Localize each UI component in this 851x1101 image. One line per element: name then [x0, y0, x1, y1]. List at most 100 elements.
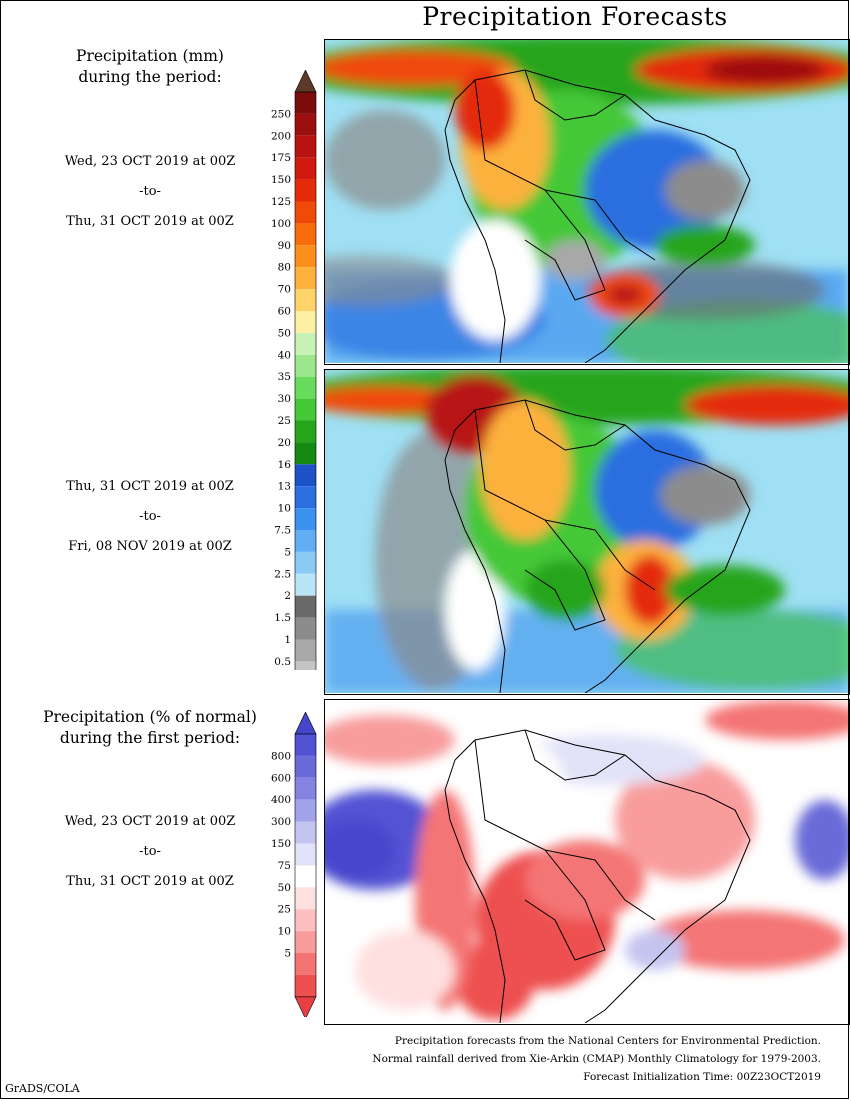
colorbar-mm-tick-label: 40 — [278, 349, 291, 361]
colorbar-mm-swatch — [295, 508, 316, 530]
colorbar-mm-swatch — [295, 442, 316, 465]
colorbar-mm-swatch — [295, 398, 316, 421]
legend-pct-heading-line1: Precipitation (% of normal) — [43, 708, 257, 726]
colorbar-pct-swatch — [295, 974, 316, 997]
footer-line-1: Precipitation forecasts from the Nationa… — [394, 1035, 821, 1047]
legend-mm-heading-line2: during the period: — [78, 68, 222, 86]
colorbar-mm-tick-label: 30 — [278, 393, 291, 405]
colorbar-mm-tick-label: 70 — [278, 284, 291, 296]
colorbar-mm-tick-label: 35 — [278, 371, 291, 383]
colorbar-mm-tick-label: 175 — [271, 152, 291, 164]
colorbar-pct-tick-label: 5 — [284, 948, 291, 960]
footer-line-3: Forecast Initialization Time: 00Z23OCT20… — [583, 1071, 821, 1083]
period-1-end: Thu, 31 OCT 2019 at 00Z — [66, 214, 234, 229]
legend-pct-heading: Precipitation (% of normal) during the f… — [20, 707, 280, 749]
colorbar-mm-tick-label: 50 — [278, 327, 291, 339]
legend-pct-heading-line2: during the first period: — [59, 729, 241, 747]
colorbar-mm-swatch — [295, 639, 316, 662]
period-2-start: Thu, 31 OCT 2019 at 00Z — [66, 479, 234, 494]
colorbar-pct-tick-label: 400 — [271, 794, 291, 806]
colorbar-mm-swatch — [295, 92, 316, 114]
colorbar-mm-swatch — [295, 201, 316, 224]
colorbar-pct-swatch — [295, 777, 316, 800]
period-2-end: Fri, 08 NOV 2019 at 00Z — [68, 539, 232, 554]
colorbar-pct-tick-label: 25 — [278, 904, 291, 916]
colorbar-pct-swatch — [295, 931, 316, 953]
colorbar-mm-top-cap — [294, 70, 317, 93]
map-panel-period-1 — [324, 39, 850, 365]
colorbar-mm-tick-label: 20 — [278, 437, 291, 449]
colorbar-pct-top-cap — [294, 712, 317, 735]
percent-normal-map — [325, 700, 848, 1023]
colorbar-mm-swatch — [295, 157, 316, 180]
period-2-sep: -to- — [139, 509, 161, 524]
map-panel-percent-normal — [324, 699, 850, 1025]
colorbar-mm-tick-label: 80 — [278, 262, 291, 274]
colorbar-mm-swatch — [295, 245, 316, 268]
colorbar-mm-tick-label: 2 — [284, 590, 291, 602]
colorbar-pct-tick-label: 800 — [271, 750, 291, 762]
footer-line-2: Normal rainfall derived from Xie-Arkin (… — [372, 1053, 821, 1065]
colorbar-mm-swatch — [295, 530, 316, 552]
precip-map-period-2 — [325, 370, 848, 693]
colorbar-pct-swatch — [295, 755, 316, 778]
colorbar-pct-bottom-cap — [294, 996, 317, 1017]
colorbar-pct-tick-label: 300 — [271, 816, 291, 828]
page-title: Precipitation Forecasts — [422, 2, 728, 31]
colorbar-mm-tick-label: 7.5 — [274, 525, 291, 537]
colorbar-pct-tick-label: 50 — [278, 882, 291, 894]
colorbar-pct-swatch — [295, 843, 316, 866]
period-1-sep: -to- — [139, 184, 161, 199]
footer-notes: Precipitation forecasts from the Nationa… — [372, 1032, 821, 1086]
period-3-start: Wed, 23 OCT 2019 at 00Z — [64, 814, 236, 829]
colorbar-pct-swatch — [295, 865, 316, 888]
period-3-sep: -to- — [139, 844, 161, 859]
period-1-start: Wed, 23 OCT 2019 at 00Z — [64, 154, 236, 169]
colorbar-pct-tick-label: 10 — [278, 926, 291, 938]
colorbar-mm-tick-label: 100 — [271, 218, 291, 230]
colorbar-mm-swatch — [295, 376, 316, 399]
colorbar-mm-tick-label: 25 — [278, 415, 291, 427]
colorbar-mm-swatch — [295, 420, 316, 443]
colorbar-mm-outline — [294, 91, 317, 670]
colorbar-mm-tick-label: 0.5 — [274, 656, 291, 668]
colorbar-mm-tick-label: 90 — [278, 240, 291, 252]
colorbar-mm: 2502001751501251009080706050403530252016… — [271, 70, 317, 670]
colorbar-mm-swatch — [295, 135, 316, 158]
legend-mm-heading: Precipitation (mm) during the period: — [30, 46, 270, 88]
precip-map-period-1 — [325, 40, 848, 363]
colorbar-mm-swatch — [295, 617, 316, 640]
colorbar-mm-swatch — [295, 267, 316, 290]
colorbar-mm-swatch — [295, 464, 316, 487]
colorbar-mm-tick-label: 1 — [284, 634, 291, 646]
colorbar-pct-swatch — [295, 887, 316, 910]
colorbar-pct-outline — [294, 733, 317, 998]
colorbar-pct-swatch — [295, 821, 316, 844]
colorbar-mm-tick-label: 2.5 — [274, 568, 291, 580]
colorbar-mm-tick-label: 13 — [278, 481, 291, 493]
colorbar-pct-swatch — [295, 909, 316, 932]
colorbar-mm-tick-label: 5 — [284, 546, 291, 558]
colorbar-mm-tick-label: 16 — [278, 459, 292, 471]
legend-mm-heading-line1: Precipitation (mm) — [76, 47, 224, 65]
colorbar-pct-tick-label: 600 — [271, 772, 291, 784]
colorbar-mm-swatch — [295, 661, 316, 670]
colorbar-mm-tick-label: 125 — [271, 196, 291, 208]
grads-credit: GrADS/COLA — [5, 1082, 80, 1095]
colorbar-percent: 800 600 400 300 150 75 50 25 10 5 — [271, 712, 317, 1017]
colorbar-mm-swatch — [295, 595, 316, 618]
colorbar-pct-swatch — [295, 953, 316, 975]
colorbar-mm-tick-label: 1.5 — [274, 612, 291, 624]
colorbar-mm-tick-label: 150 — [271, 174, 291, 186]
colorbar-mm-tick-label: 10 — [278, 503, 291, 515]
colorbar-pct-tick-label: 150 — [271, 838, 291, 850]
colorbar-mm-swatch — [295, 311, 316, 333]
colorbar-mm-swatch — [295, 486, 316, 509]
colorbar-mm-swatch — [295, 289, 316, 311]
colorbar-mm-swatch — [295, 573, 316, 596]
period-3-end: Thu, 31 OCT 2019 at 00Z — [66, 874, 234, 889]
colorbar-pct-swatch — [295, 799, 316, 822]
colorbar-mm-swatch — [295, 332, 316, 355]
colorbar-mm-swatch — [295, 113, 316, 136]
colorbar-mm-swatch — [295, 551, 316, 574]
